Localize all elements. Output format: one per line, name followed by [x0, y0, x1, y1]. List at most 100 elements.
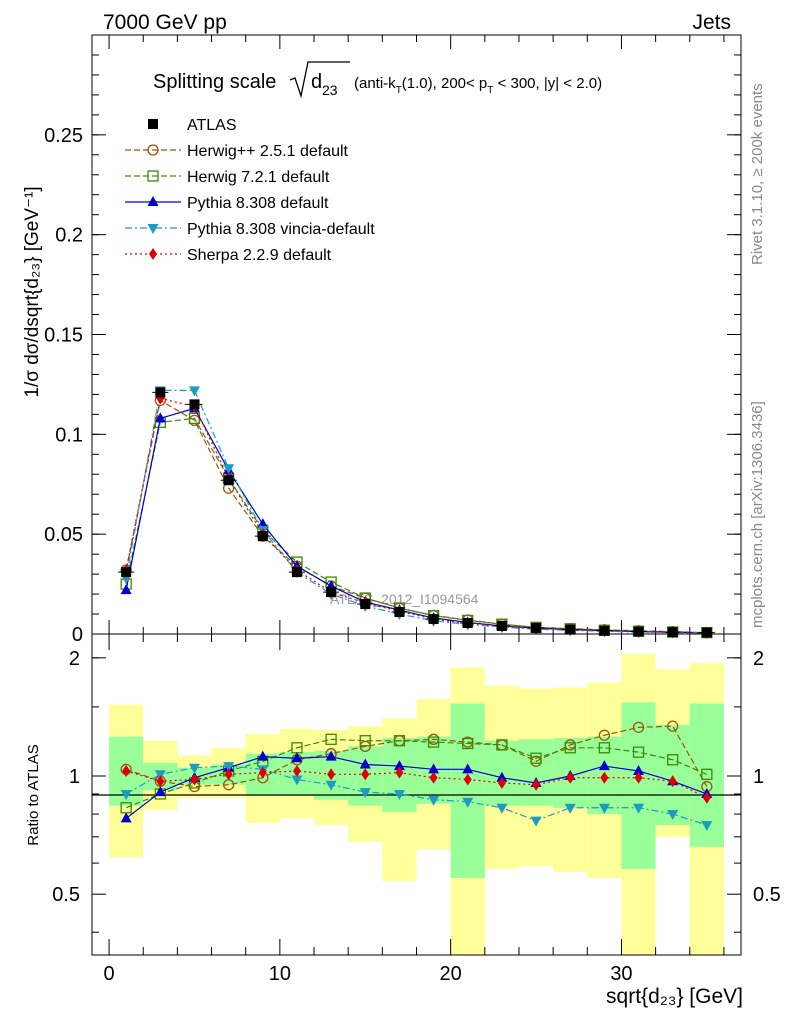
data-point-atlas: [394, 607, 405, 618]
ratio-series-sherpa: [122, 764, 711, 804]
data-point-atlas: [326, 587, 337, 598]
data-point-atlas: [599, 625, 610, 636]
ratio-point-pythia: [154, 786, 166, 797]
data-point-pythia: [120, 584, 132, 595]
data-point-atlas: [462, 618, 473, 629]
legend-label: Pythia 8.308 vincia-default: [187, 221, 375, 238]
ratio-point-sherpa: [395, 766, 404, 779]
ratio-axis-ticks: 0.5 0.51 12 20 10 20 30: [52, 634, 781, 985]
sqrt-sign: [289, 61, 350, 99]
main-y-tick-label: 0.05: [44, 524, 83, 546]
uncertainty-band-green: [621, 702, 656, 869]
ratio-y-tick-label-right: 0.5: [753, 884, 781, 906]
ratio-series-herwig7: [120, 733, 713, 814]
title-suffix-1: (anti-k: [354, 75, 396, 92]
ratio-point-sherpa: [702, 791, 711, 804]
ratio-point-pythia: [359, 758, 371, 769]
data-point-atlas: [223, 475, 234, 486]
data-point-atlas: [360, 599, 371, 610]
data-point-vincia: [188, 386, 200, 397]
legend-label: Herwig 7.2.1 default: [187, 169, 330, 186]
ratio-y-tick-label-right: 2: [753, 648, 764, 670]
uncertainty-band-green: [518, 739, 554, 806]
ratio-point-pythia: [393, 760, 405, 771]
data-point-atlas: [565, 624, 576, 635]
data-point-vincia: [223, 464, 235, 475]
ratio-point-sherpa: [497, 776, 506, 789]
uncertainty-band-green: [450, 703, 485, 878]
ratio-point-herwig7: [701, 768, 713, 780]
mcplots-label: mcplots.cern.ch [arXiv:1306.3436]: [749, 401, 766, 628]
x-tick-label: 10: [269, 963, 291, 985]
ratio-point-herwig7: [667, 754, 679, 766]
ratio-point-vincia: [188, 763, 200, 774]
data-point-atlas: [257, 531, 268, 542]
ratio-y-axis-label: Ratio to ATLAS: [25, 744, 42, 845]
plot-title: Splitting scale d 23 (anti-kT(1.0), 200<…: [153, 61, 602, 99]
ratio-point-herwigpp: [632, 721, 645, 734]
title-suffix-5: < 300, |y| < 2.0): [493, 75, 602, 92]
ratio-series-group: [120, 720, 713, 832]
ratio-point-sherpa: [668, 775, 677, 788]
ratio-point-vincia: [701, 821, 713, 832]
ratio-point-vincia: [120, 789, 132, 800]
main-panel: 00.050.10.150.20.25 ATLAS_2012_I1094564 …: [44, 34, 742, 646]
title-var: d: [311, 71, 322, 93]
legend-marker: [147, 144, 159, 156]
main-y-tick-label: 0.1: [55, 424, 83, 446]
ratio-point-herwig7: [393, 735, 406, 747]
ratio-point-pythia: [462, 763, 474, 774]
ratio-point-pythia: [428, 763, 440, 774]
ratio-y-tick-label: 1: [69, 766, 80, 788]
ratio-point-herwig7: [496, 739, 508, 751]
ratio-point-vincia: [359, 788, 371, 799]
main-y-tick-label: 0: [72, 624, 83, 646]
header-process: Jets: [692, 11, 731, 34]
ratio-point-herwigpp: [598, 729, 611, 741]
title-suffix-3: (1.0), 200< p: [402, 75, 487, 92]
ratio-point-sherpa: [634, 771, 643, 784]
legend-marker: [147, 196, 159, 206]
ratio-line-pythia: [125, 756, 708, 819]
legend: ATLAS Herwig++ 2.5.1 default Herwig 7.2.1 …: [125, 117, 375, 264]
ratio-point-sherpa: [532, 778, 541, 791]
ratio-point-vincia: [223, 762, 235, 773]
ratio-point-pythia: [496, 771, 508, 782]
legend-marker: [149, 248, 157, 260]
ratio-point-sherpa: [327, 768, 336, 781]
ratio-y-tick-label: 0.5: [52, 884, 80, 906]
ratio-point-herwig7: [530, 752, 542, 764]
ratio-point-vincia: [428, 795, 440, 806]
ratio-point-pythia: [120, 812, 132, 823]
ratio-point-sherpa: [292, 764, 301, 777]
title-suffix: (anti-kT(1.0), 200< pT < 300, |y| < 2.0): [354, 75, 602, 96]
legend-label: Pythia 8.308 default: [187, 195, 329, 212]
ratio-point-pythia: [257, 750, 269, 761]
x-tick-label: 20: [440, 963, 462, 985]
x-tick-label: 0: [104, 963, 115, 985]
data-point-atlas: [701, 627, 712, 638]
data-point-atlas: [155, 387, 166, 398]
legend-item-vincia: Pythia 8.308 vincia-default: [125, 221, 375, 238]
title-suffix-4: T: [487, 85, 493, 96]
data-point-atlas: [189, 399, 200, 410]
ratio-point-vincia: [462, 797, 474, 808]
ratio-y-tick-label-right: 1: [753, 766, 764, 788]
ratio-point-sherpa: [122, 764, 131, 777]
data-point-atlas: [291, 567, 302, 578]
main-y-tick-label: 0.25: [44, 125, 83, 147]
data-point-atlas: [667, 627, 678, 638]
ratio-point-sherpa: [361, 768, 370, 781]
ratio-point-sherpa: [600, 771, 609, 784]
ratio-point-herwig7: [325, 733, 337, 745]
main-y-tick-label: 0.15: [44, 325, 83, 347]
uncertainty-band-green: [655, 724, 690, 826]
ratio-point-herwig7: [462, 737, 474, 750]
legend-item-sherpa: Sherpa 2.2.9 default: [125, 247, 332, 264]
rivet-version-label: Rivet 3.1.10, ≥ 200k events: [749, 83, 766, 265]
ratio-line-vincia: [125, 765, 708, 826]
data-point-atlas: [531, 623, 542, 634]
main-y-axis-label: 1/σ dσ/dsqrt{d₂₃} [GeV⁻¹]: [22, 186, 43, 397]
data-point-atlas: [633, 626, 644, 637]
ratio-point-vincia: [496, 803, 508, 814]
